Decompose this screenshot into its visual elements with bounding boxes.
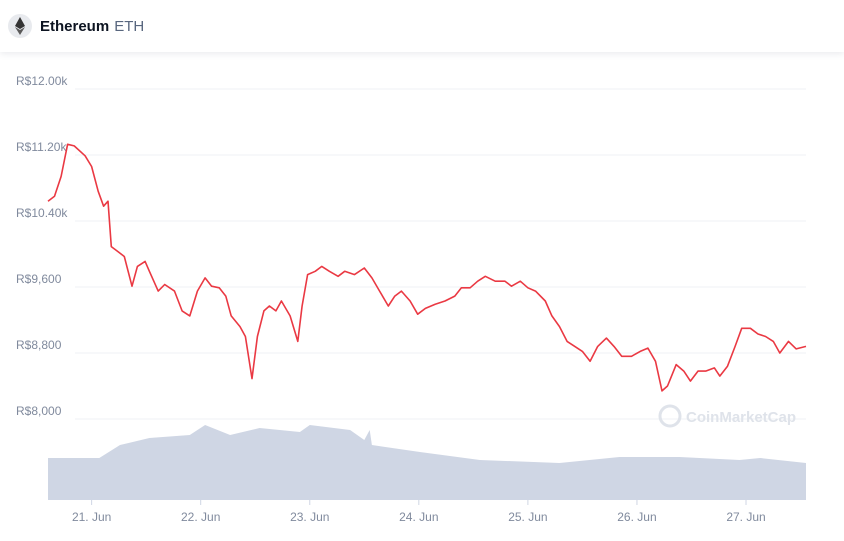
x-tick-label: 23. Jun	[290, 510, 329, 524]
y-tick-label: R$9,600	[16, 272, 62, 286]
y-tick-label: R$11.20k	[16, 140, 67, 154]
x-tick-label: 25. Jun	[508, 510, 547, 524]
eth-icon	[8, 14, 32, 38]
header: Ethereum ETH	[0, 0, 844, 52]
y-tick-label: R$10.40k	[16, 206, 68, 220]
y-tick-label: R$12.00k	[16, 74, 68, 88]
volume-area	[48, 425, 806, 500]
x-tick-label: 26. Jun	[617, 510, 656, 524]
x-tick-label: 24. Jun	[399, 510, 438, 524]
y-tick-label: R$8,000	[16, 404, 62, 418]
coin-symbol: ETH	[114, 17, 145, 35]
watermark-logo	[658, 404, 682, 428]
x-tick-label: 22. Jun	[181, 510, 220, 524]
watermark: CoinMarketCap	[686, 409, 796, 426]
x-tick-label: 27. Jun	[726, 510, 765, 524]
coin-name: Ethereum	[40, 17, 110, 35]
x-tick-label: 21. Jun	[72, 510, 111, 524]
y-tick-label: R$8,800	[16, 338, 62, 352]
price-line	[47, 143, 807, 392]
